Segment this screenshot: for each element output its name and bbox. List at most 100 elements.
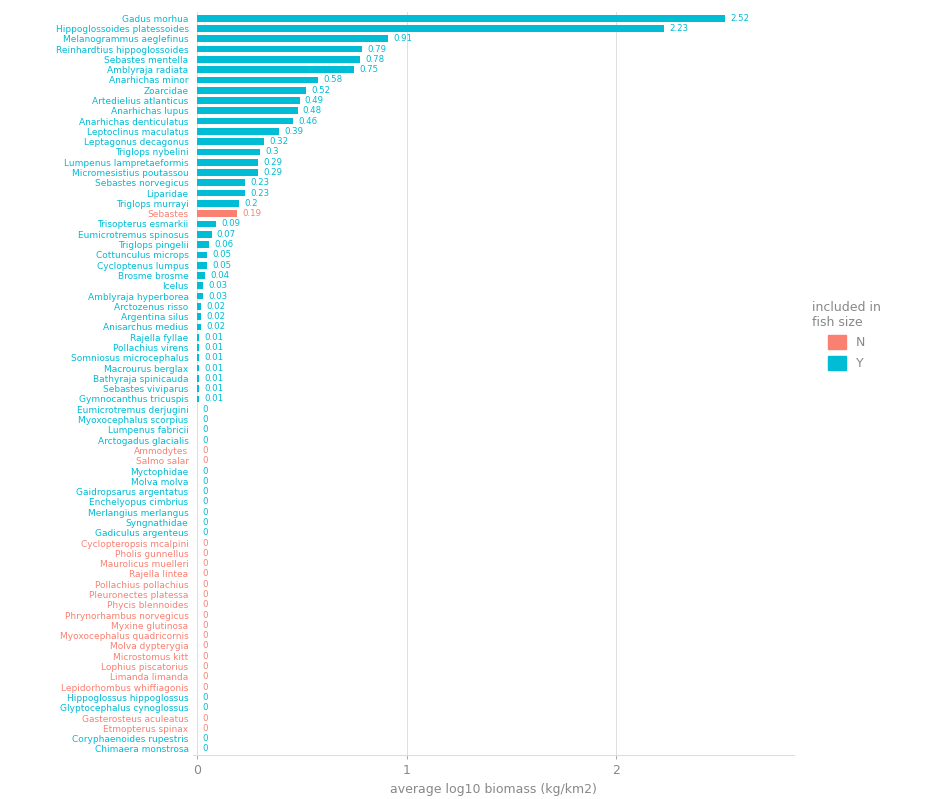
Text: 0.19: 0.19 (242, 209, 261, 218)
Text: 0.01: 0.01 (204, 353, 224, 362)
Text: 0.79: 0.79 (368, 45, 386, 54)
Text: 0: 0 (202, 714, 208, 722)
Text: 0.3: 0.3 (265, 148, 278, 157)
Text: 0: 0 (202, 600, 208, 610)
Text: 0.75: 0.75 (359, 66, 379, 74)
Bar (196, 272, 205, 279)
Text: 0: 0 (202, 724, 208, 733)
Bar (196, 334, 199, 340)
Bar (196, 128, 278, 135)
Text: 0.02: 0.02 (206, 302, 226, 311)
Bar (196, 107, 297, 114)
Text: 0.52: 0.52 (311, 85, 330, 95)
Bar (196, 292, 203, 300)
Bar (196, 262, 208, 268)
Text: 0.32: 0.32 (269, 137, 289, 146)
Bar (196, 241, 210, 248)
Text: 0.01: 0.01 (204, 395, 224, 403)
Text: 2.52: 2.52 (730, 14, 749, 22)
Text: 0: 0 (202, 425, 208, 435)
Text: 0: 0 (202, 703, 208, 712)
Text: 0.48: 0.48 (303, 106, 321, 115)
Bar (196, 231, 212, 237)
Bar (196, 87, 306, 93)
Text: 0: 0 (202, 631, 208, 640)
Text: 0.2: 0.2 (244, 199, 258, 208)
Text: 0: 0 (202, 580, 208, 589)
Text: 0: 0 (202, 590, 208, 599)
Bar (196, 97, 300, 104)
Bar (196, 159, 258, 165)
Text: 0: 0 (202, 467, 208, 475)
Bar (196, 364, 199, 372)
Bar (196, 77, 319, 83)
Bar (196, 149, 259, 155)
Text: 0.05: 0.05 (212, 250, 232, 260)
Bar (196, 190, 245, 197)
Bar (196, 56, 360, 62)
Bar (196, 221, 216, 228)
Text: 0.01: 0.01 (204, 343, 224, 352)
Text: 0.23: 0.23 (250, 178, 270, 187)
Bar (196, 324, 201, 330)
Text: 0.39: 0.39 (284, 127, 303, 136)
Text: 0.29: 0.29 (263, 168, 282, 177)
Bar (196, 252, 208, 258)
Text: 0.01: 0.01 (204, 374, 224, 383)
Text: 0: 0 (202, 518, 208, 527)
Bar (196, 117, 293, 125)
Bar (196, 169, 258, 176)
Text: 0: 0 (202, 662, 208, 671)
Text: 0: 0 (202, 477, 208, 486)
Text: 2.23: 2.23 (669, 24, 689, 33)
Text: 0.02: 0.02 (206, 323, 226, 332)
Text: 0: 0 (202, 652, 208, 661)
Text: 0.06: 0.06 (214, 240, 234, 249)
Text: 0: 0 (202, 405, 208, 414)
Text: 0.01: 0.01 (204, 332, 224, 342)
Text: 0: 0 (202, 610, 208, 619)
Text: 0.91: 0.91 (393, 34, 412, 43)
Bar (196, 355, 199, 361)
Bar (196, 344, 199, 351)
Text: 0.03: 0.03 (209, 292, 227, 300)
Text: 0: 0 (202, 507, 208, 517)
Text: 0: 0 (202, 559, 208, 568)
Bar (196, 385, 199, 392)
Bar (196, 35, 387, 42)
Bar (196, 25, 665, 32)
Legend: N, Y: N, Y (812, 300, 882, 370)
Text: 0: 0 (202, 693, 208, 702)
Text: 0.05: 0.05 (212, 260, 232, 270)
Bar (196, 66, 354, 73)
Bar (196, 282, 203, 289)
Text: 0.58: 0.58 (323, 75, 343, 85)
Text: 0: 0 (202, 456, 208, 465)
Bar (196, 313, 201, 320)
Bar (196, 138, 264, 145)
Text: 0: 0 (202, 672, 208, 682)
Text: 0.03: 0.03 (209, 281, 227, 290)
Text: 0: 0 (202, 682, 208, 692)
Text: 0: 0 (202, 549, 208, 558)
Bar (196, 180, 245, 186)
Text: 0.02: 0.02 (206, 312, 226, 321)
Text: 0: 0 (202, 435, 208, 444)
Text: 0: 0 (202, 745, 208, 753)
Bar (196, 375, 199, 382)
Text: 0: 0 (202, 642, 208, 650)
Text: 0: 0 (202, 621, 208, 630)
Text: 0.49: 0.49 (305, 96, 324, 105)
Text: 0.04: 0.04 (211, 271, 229, 280)
Bar (196, 15, 725, 22)
Text: 0.01: 0.01 (204, 384, 224, 393)
Text: 0.23: 0.23 (250, 189, 270, 197)
Bar (196, 303, 201, 310)
Text: 0: 0 (202, 497, 208, 507)
Text: 0.78: 0.78 (366, 55, 384, 64)
Text: 0: 0 (202, 539, 208, 547)
Text: 0.01: 0.01 (204, 364, 224, 372)
Text: 0: 0 (202, 528, 208, 537)
Text: 0.09: 0.09 (221, 220, 240, 229)
Text: 0.07: 0.07 (217, 230, 236, 239)
